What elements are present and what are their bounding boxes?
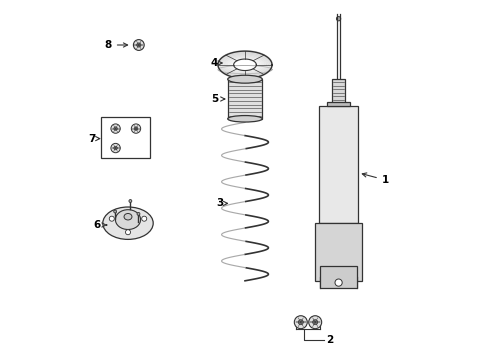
Bar xyxy=(101,117,149,158)
Circle shape xyxy=(111,124,120,133)
Ellipse shape xyxy=(103,207,153,239)
Circle shape xyxy=(114,146,118,150)
Bar xyxy=(327,102,350,106)
Circle shape xyxy=(114,127,118,130)
Circle shape xyxy=(335,279,342,286)
Circle shape xyxy=(134,127,138,130)
Circle shape xyxy=(337,17,341,21)
Text: 3: 3 xyxy=(216,198,227,208)
Circle shape xyxy=(129,199,132,202)
Bar xyxy=(315,223,362,281)
Bar xyxy=(320,266,357,288)
Text: 7: 7 xyxy=(88,134,100,144)
Bar xyxy=(319,106,358,223)
Circle shape xyxy=(111,143,120,153)
Text: 4: 4 xyxy=(211,58,222,68)
Circle shape xyxy=(294,316,307,329)
Bar xyxy=(228,79,262,119)
Circle shape xyxy=(125,230,130,235)
Circle shape xyxy=(137,43,141,47)
Circle shape xyxy=(114,210,117,213)
Text: 8: 8 xyxy=(104,40,127,50)
Circle shape xyxy=(142,216,147,221)
Ellipse shape xyxy=(228,75,262,83)
Circle shape xyxy=(298,320,303,325)
Ellipse shape xyxy=(228,116,262,122)
Text: 1: 1 xyxy=(362,173,389,185)
Text: 5: 5 xyxy=(211,94,225,104)
Circle shape xyxy=(133,40,144,50)
Text: 6: 6 xyxy=(94,220,107,230)
Circle shape xyxy=(131,124,141,133)
Ellipse shape xyxy=(124,213,132,220)
Circle shape xyxy=(309,316,321,329)
Circle shape xyxy=(109,216,114,221)
Circle shape xyxy=(137,212,140,215)
Circle shape xyxy=(313,320,318,325)
Bar xyxy=(332,79,345,103)
Text: 2: 2 xyxy=(326,335,333,345)
Ellipse shape xyxy=(116,210,141,230)
